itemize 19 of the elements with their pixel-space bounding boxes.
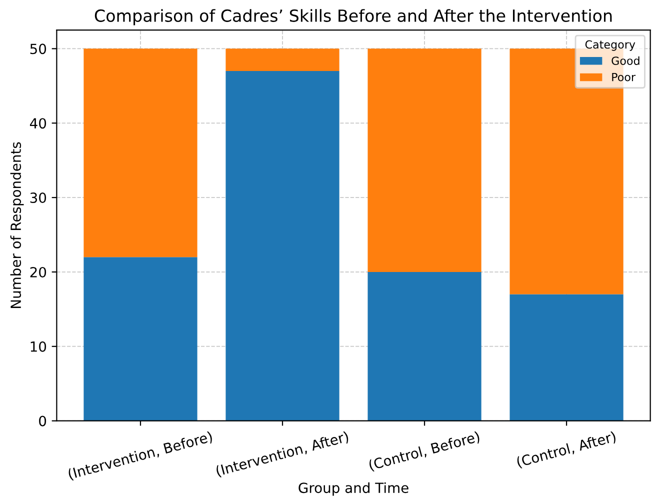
y-tick-label: 30 <box>30 192 46 204</box>
y-tick-label: 20 <box>30 266 46 278</box>
chart-title: Comparison of Cadres’ Skills Before and After the Intervention <box>94 9 612 26</box>
legend-label: Poor <box>612 73 636 82</box>
y-tick-label: 50 <box>30 44 46 54</box>
bar <box>510 294 624 421</box>
bar <box>368 48 482 272</box>
y-axis-title: Number of Respondents <box>10 142 24 308</box>
bar <box>84 48 198 258</box>
x-axis-title: Group and Time <box>298 482 408 496</box>
legend-label: Good <box>612 56 640 65</box>
bar <box>368 272 482 421</box>
y-tick-label: 10 <box>30 341 46 352</box>
y-tick-label: 40 <box>30 118 46 129</box>
bar <box>226 71 340 421</box>
legend-title: Category <box>585 40 636 51</box>
bar <box>226 48 340 71</box>
bar <box>84 257 198 421</box>
y-tick-label: 0 <box>39 416 46 426</box>
